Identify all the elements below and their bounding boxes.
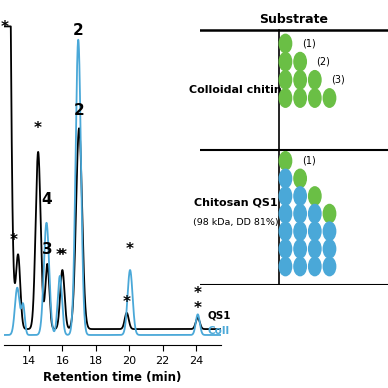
Text: 3: 3 <box>42 242 53 257</box>
Circle shape <box>308 187 321 205</box>
Text: Colloidal chitin: Colloidal chitin <box>189 85 282 95</box>
Text: *: * <box>1 20 9 35</box>
Text: (98 kDa, DD 81%): (98 kDa, DD 81%) <box>193 218 278 227</box>
Circle shape <box>323 240 336 258</box>
Circle shape <box>308 89 321 107</box>
Circle shape <box>279 204 292 223</box>
Text: (1): (1) <box>302 38 316 48</box>
Circle shape <box>279 52 292 71</box>
Text: Chitosan QS1: Chitosan QS1 <box>194 198 277 208</box>
Text: *: * <box>10 233 18 248</box>
Circle shape <box>279 240 292 258</box>
X-axis label: Retention time (min): Retention time (min) <box>43 371 182 384</box>
Circle shape <box>279 34 292 53</box>
Text: (3): (3) <box>331 75 345 85</box>
Text: *: * <box>126 242 134 257</box>
Circle shape <box>294 169 307 188</box>
Circle shape <box>323 89 336 107</box>
Circle shape <box>323 222 336 241</box>
Circle shape <box>308 222 321 241</box>
Text: 2: 2 <box>73 23 84 38</box>
Circle shape <box>294 204 307 223</box>
Circle shape <box>279 187 292 205</box>
Text: *: * <box>194 286 202 301</box>
Text: Substrate: Substrate <box>260 13 328 26</box>
Circle shape <box>294 257 307 276</box>
Circle shape <box>279 257 292 276</box>
Text: Coll: Coll <box>208 326 230 336</box>
Circle shape <box>323 204 336 223</box>
Circle shape <box>279 222 292 241</box>
Circle shape <box>294 89 307 107</box>
Text: *: * <box>194 301 202 316</box>
Text: *: * <box>34 121 42 136</box>
Circle shape <box>308 71 321 89</box>
Circle shape <box>279 169 292 188</box>
Text: (2): (2) <box>317 57 330 67</box>
Circle shape <box>294 71 307 89</box>
Circle shape <box>294 52 307 71</box>
Circle shape <box>323 257 336 276</box>
Circle shape <box>294 222 307 241</box>
Circle shape <box>294 240 307 258</box>
Text: 2: 2 <box>74 103 85 118</box>
Text: 4: 4 <box>41 192 52 206</box>
Text: *: * <box>56 248 64 263</box>
Circle shape <box>279 152 292 170</box>
Circle shape <box>294 187 307 205</box>
Circle shape <box>308 204 321 223</box>
Text: *: * <box>123 295 131 310</box>
Text: *: * <box>58 248 66 263</box>
Circle shape <box>308 257 321 276</box>
Circle shape <box>279 89 292 107</box>
Text: (1): (1) <box>302 156 316 166</box>
Circle shape <box>308 240 321 258</box>
Circle shape <box>279 71 292 89</box>
Text: QS1: QS1 <box>208 311 231 321</box>
